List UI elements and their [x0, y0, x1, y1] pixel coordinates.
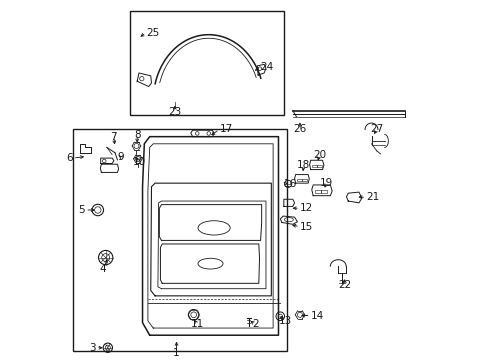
Text: 19: 19	[320, 178, 333, 188]
Text: 14: 14	[310, 311, 323, 320]
Text: 18: 18	[296, 160, 309, 170]
Text: 7: 7	[110, 132, 117, 141]
Bar	[73, 130, 287, 351]
Text: 22: 22	[337, 280, 350, 290]
Text: 9: 9	[118, 152, 124, 162]
Text: 27: 27	[369, 125, 383, 135]
Bar	[297, 179, 301, 181]
Text: 24: 24	[260, 62, 273, 72]
Text: 11: 11	[190, 319, 203, 329]
Bar	[130, 12, 283, 115]
Text: 1: 1	[173, 348, 180, 358]
Bar	[317, 165, 321, 167]
Text: 3: 3	[89, 343, 96, 353]
Text: 5: 5	[79, 205, 85, 215]
Text: 12: 12	[299, 203, 312, 213]
Text: 16: 16	[283, 179, 297, 189]
Text: 23: 23	[168, 107, 181, 117]
Text: 17: 17	[219, 125, 232, 135]
Text: 13: 13	[279, 316, 292, 326]
Text: 2: 2	[251, 319, 258, 329]
Text: 20: 20	[312, 149, 325, 159]
Bar	[302, 179, 306, 181]
Bar	[321, 190, 326, 193]
Text: 6: 6	[66, 153, 73, 163]
Text: 21: 21	[366, 193, 379, 202]
Bar	[315, 190, 320, 193]
Text: 15: 15	[299, 222, 312, 232]
Text: 10: 10	[132, 157, 145, 167]
Text: 26: 26	[293, 125, 306, 135]
Text: 25: 25	[146, 28, 159, 38]
Text: 4: 4	[100, 264, 106, 274]
Bar	[312, 165, 316, 167]
Text: 8: 8	[134, 130, 140, 140]
